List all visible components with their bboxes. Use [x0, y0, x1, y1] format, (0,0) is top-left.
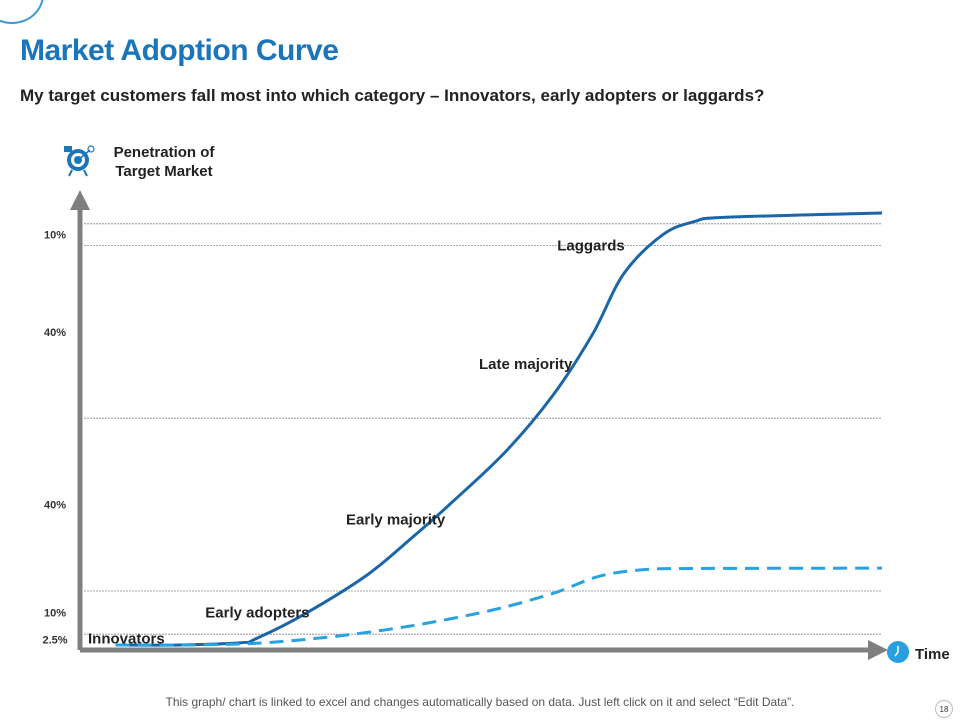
x-axis-title: Time [915, 646, 950, 663]
page-subtitle: My target customers fall most into which… [20, 86, 765, 105]
segment-label: Laggards [557, 237, 625, 254]
y-tick-label: 2.5% [42, 635, 67, 647]
y-axis-title-line-2: Target Market [115, 163, 212, 180]
y-tick-label: 40% [44, 500, 66, 512]
clock-icon [887, 641, 909, 663]
adoption-curve [115, 211, 883, 647]
y-tick-label: 40% [44, 327, 66, 339]
segment-label: Early majority [346, 512, 446, 529]
adoption-chart[interactable]: 2.5% 10% 40% 40% 10% Innovators Early adopter… [0, 0, 960, 690]
segment-label: Late majority [479, 356, 573, 373]
target-icon [64, 145, 95, 177]
footnote: This graph/ chart is linked to excel and… [165, 695, 795, 709]
segment-label: Innovators [88, 631, 165, 648]
y-tick-label: 10% [44, 230, 66, 242]
segment-label: Early adopters [205, 605, 309, 622]
adoption-curve-dashed [115, 566, 883, 647]
page-title: Market Adoption Curve [20, 34, 339, 67]
y-tick-label: 10% [44, 608, 66, 620]
y-axis-title-line-1: Penetration of [114, 144, 216, 161]
page-number: 18 [935, 700, 953, 718]
